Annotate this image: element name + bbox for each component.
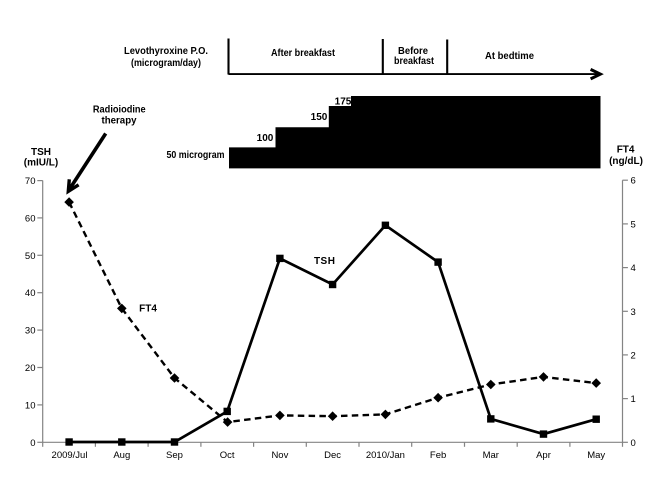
svg-text:70: 70 bbox=[25, 176, 36, 187]
svg-text:50: 50 bbox=[25, 251, 36, 262]
svg-text:Mar: Mar bbox=[483, 450, 499, 461]
svg-text:2009/Jul: 2009/Jul bbox=[52, 450, 88, 461]
svg-text:6: 6 bbox=[631, 176, 636, 187]
svg-text:therapy: therapy bbox=[102, 116, 137, 127]
svg-text:2: 2 bbox=[631, 350, 636, 361]
svg-text:4: 4 bbox=[631, 263, 636, 274]
svg-text:At bedtime: At bedtime bbox=[485, 51, 534, 62]
svg-text:FT4: FT4 bbox=[617, 145, 635, 156]
svg-text:Aug: Aug bbox=[113, 450, 130, 461]
svg-text:0: 0 bbox=[631, 438, 636, 449]
svg-text:150: 150 bbox=[311, 112, 328, 123]
svg-text:0: 0 bbox=[30, 438, 35, 449]
svg-text:May: May bbox=[587, 450, 605, 461]
svg-text:60: 60 bbox=[25, 213, 36, 224]
svg-text:3: 3 bbox=[631, 307, 636, 318]
svg-text:Before: Before bbox=[398, 46, 428, 57]
svg-text:40: 40 bbox=[25, 288, 36, 299]
svg-text:Feb: Feb bbox=[430, 450, 446, 461]
svg-text:175: 175 bbox=[335, 97, 352, 108]
svg-text:breakfast: breakfast bbox=[394, 56, 435, 67]
svg-text:TSH: TSH bbox=[31, 147, 51, 158]
svg-text:Dec: Dec bbox=[324, 450, 341, 461]
svg-text:1: 1 bbox=[631, 394, 636, 405]
svg-text:FT4: FT4 bbox=[139, 304, 157, 315]
svg-text:Radioiodine: Radioiodine bbox=[93, 105, 146, 116]
svg-text:100: 100 bbox=[257, 133, 274, 144]
svg-text:10: 10 bbox=[25, 400, 36, 411]
svg-text:(microgram/day): (microgram/day) bbox=[131, 58, 201, 69]
svg-text:Apr: Apr bbox=[536, 450, 551, 461]
svg-text:After breakfast: After breakfast bbox=[271, 48, 336, 59]
svg-text:50 microgram: 50 microgram bbox=[167, 150, 225, 161]
svg-text:Sep: Sep bbox=[166, 450, 183, 461]
svg-text:Levothyroxine P.O.: Levothyroxine P.O. bbox=[124, 46, 208, 57]
svg-text:5: 5 bbox=[631, 219, 636, 230]
svg-text:Nov: Nov bbox=[271, 450, 288, 461]
svg-text:TSH: TSH bbox=[314, 256, 336, 267]
svg-text:Oct: Oct bbox=[220, 450, 235, 461]
svg-text:2010/Jan: 2010/Jan bbox=[366, 450, 405, 461]
svg-text:30: 30 bbox=[25, 326, 36, 337]
svg-text:20: 20 bbox=[25, 363, 36, 374]
svg-text:(mIU/L): (mIU/L) bbox=[24, 158, 58, 169]
svg-text:(ng/dL): (ng/dL) bbox=[609, 156, 643, 167]
